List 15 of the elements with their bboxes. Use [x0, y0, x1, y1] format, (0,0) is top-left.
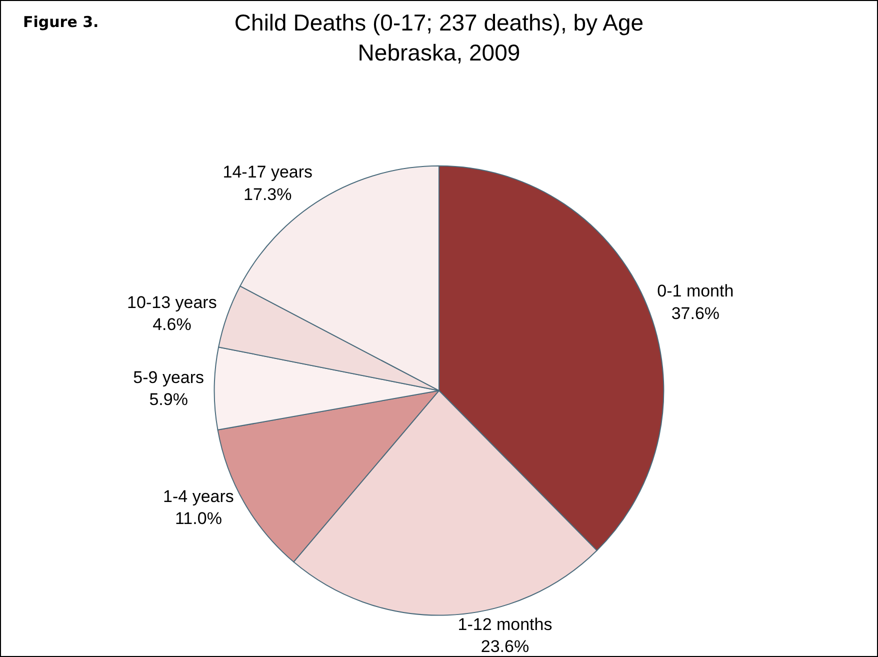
data-label: 11.0% [174, 509, 222, 528]
slice-label: 10-13 years [127, 292, 217, 312]
slice-label: 1-12 months [458, 615, 552, 634]
caption: Figure 3. [23, 13, 99, 31]
chart-title: Child Deaths (0-17; 237 deaths), by Age [234, 9, 644, 36]
chart-subtitle: Nebraska, 2009 [358, 39, 520, 66]
data-label: 4.6% [152, 315, 192, 334]
data-label: 5.9% [149, 390, 188, 410]
slice-label: 0-1 month [657, 282, 734, 301]
data-label: 23.6% [480, 637, 530, 656]
data-label: 17.3% [244, 184, 292, 204]
slice-label: 5-9 years [133, 368, 204, 387]
slice-label: 14-17 years [222, 162, 313, 182]
slice-label: 1-4 years [163, 487, 234, 506]
data-label: 37.6% [671, 304, 720, 323]
